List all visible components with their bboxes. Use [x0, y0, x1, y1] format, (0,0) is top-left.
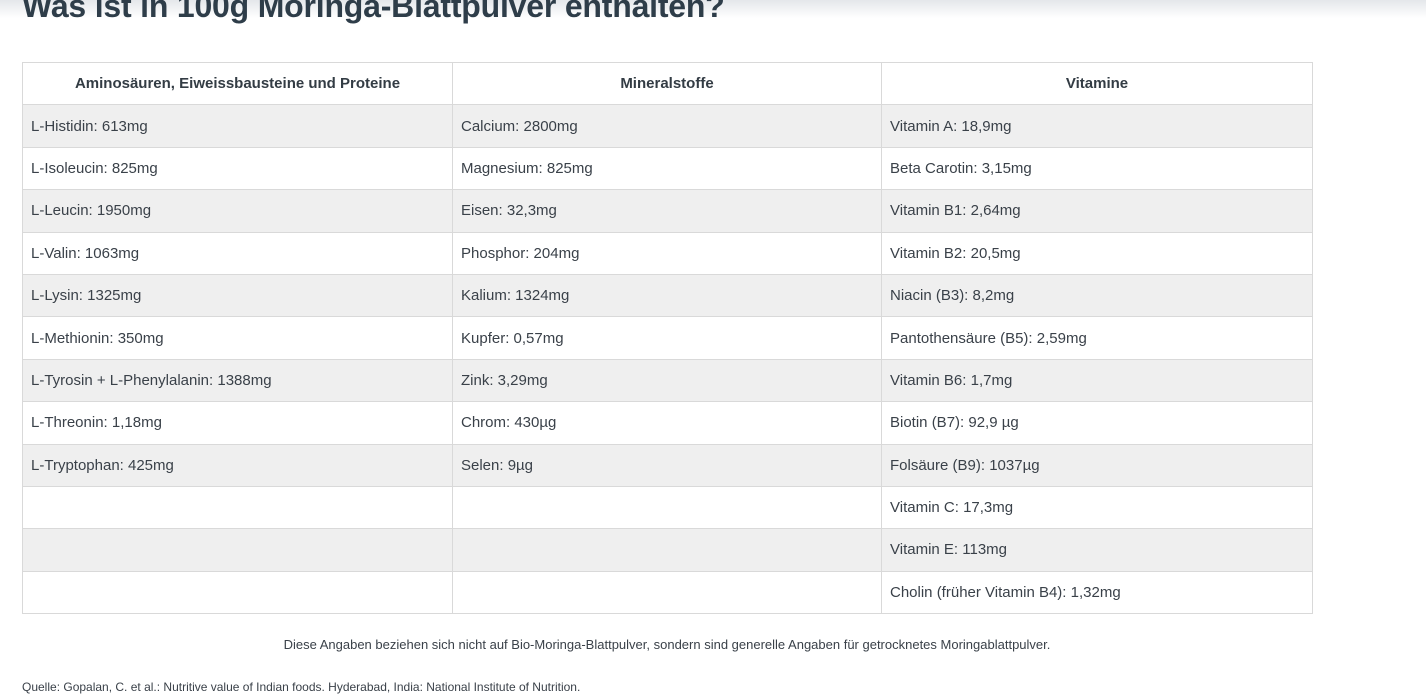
mineral-cell: Calcium: 2800mg — [452, 104, 882, 148]
vitamin-cell: Beta Carotin: 3,15mg — [881, 146, 1313, 191]
vitamin-cell: Vitamin B1: 2,64mg — [881, 189, 1313, 233]
table-body: L-Histidin: 613mg Calcium: 2800mg Vitamin … — [22, 104, 1313, 615]
vitamin-cell: Biotin (B7): 92,9 µg — [881, 401, 1313, 445]
table-row: Vitamin C: 17,3mg — [22, 485, 1313, 530]
mineral-cell: Kalium: 1324mg — [452, 273, 882, 318]
mineral-cell: Zink: 3,29mg — [452, 358, 882, 403]
column-header-minerals: Mineralstoffe — [452, 61, 882, 106]
table-row: L-Methionin: 350mg Kupfer: 0,57mg Pantothe… — [22, 316, 1313, 360]
vitamin-cell: Cholin (früher Vitamin B4): 1,32mg — [881, 570, 1313, 615]
vitamin-cell: Vitamin C: 17,3mg — [881, 485, 1313, 530]
table-row: L-Valin: 1063mg Phosphor: 204mg Vitamin B2… — [22, 231, 1313, 275]
vitamin-cell: Pantothensäure (B5): 2,59mg — [881, 316, 1313, 360]
table-row: L-Tyrosin + L-Phenylalanin: 1388mg Zink: … — [22, 358, 1313, 403]
vitamin-cell: Vitamin B6: 1,7mg — [881, 358, 1313, 403]
amino-acid-cell — [22, 528, 453, 572]
nutrient-table: Aminosäuren, Eiweissbausteine und Protei… — [22, 61, 1313, 615]
table-footnote: Diese Angaben beziehen sich nicht auf Bi… — [283, 637, 1051, 652]
mineral-cell — [452, 485, 882, 530]
mineral-cell: Selen: 9µg — [452, 443, 882, 487]
mineral-cell: Kupfer: 0,57mg — [452, 316, 882, 360]
mineral-cell: Phosphor: 204mg — [452, 231, 882, 275]
amino-acid-cell: L-Leucin: 1950mg — [22, 189, 453, 233]
vitamin-cell: Vitamin B2: 20,5mg — [881, 231, 1313, 275]
table-row: L-Leucin: 1950mg Eisen: 32,3mg Vitamin B1:… — [22, 189, 1313, 233]
mineral-cell — [452, 528, 882, 572]
table-header-row: Aminosäuren, Eiweissbausteine und Protei… — [22, 61, 1313, 106]
column-header-vitamins: Vitamine — [881, 61, 1313, 106]
table-row: L-Histidin: 613mg Calcium: 2800mg Vitamin … — [22, 104, 1313, 148]
amino-acid-cell — [22, 485, 453, 530]
amino-acid-cell: L-Lysin: 1325mg — [22, 273, 453, 318]
mineral-cell: Magnesium: 825mg — [452, 146, 882, 191]
vitamin-cell: Vitamin E: 113mg — [881, 528, 1313, 572]
source-citation: Quelle: Gopalan, C. et al.: Nutritive va… — [22, 680, 581, 694]
amino-acid-cell — [22, 570, 453, 615]
amino-acid-cell: L-Valin: 1063mg — [22, 231, 453, 275]
table-row: L-Tryptophan: 425mg Selen: 9µg Folsäure (B… — [22, 443, 1313, 487]
mineral-cell: Eisen: 32,3mg — [452, 189, 882, 233]
page-title: Was ist in 100g Moringa-Blattpulver enth… — [22, 0, 725, 24]
amino-acid-cell: L-Histidin: 613mg — [22, 104, 453, 148]
vitamin-cell: Niacin (B3): 8,2mg — [881, 273, 1313, 318]
amino-acid-cell: L-Tyrosin + L-Phenylalanin: 1388mg — [22, 358, 453, 403]
table-row: L-Threonin: 1,18mg Chrom: 430µg Biotin (B7… — [22, 401, 1313, 445]
vitamin-cell: Folsäure (B9): 1037µg — [881, 443, 1313, 487]
vitamin-cell: Vitamin A: 18,9mg — [881, 104, 1313, 148]
amino-acid-cell: L-Isoleucin: 825mg — [22, 146, 453, 191]
amino-acid-cell: L-Methionin: 350mg — [22, 316, 453, 360]
table-row: L-Lysin: 1325mg Kalium: 1324mg Niacin (B3)… — [22, 273, 1313, 318]
column-header-amino-acids: Aminosäuren, Eiweissbausteine und Protei… — [22, 61, 453, 106]
table-row: Cholin (früher Vitamin B4): 1,32mg — [22, 570, 1313, 615]
table-row: L-Isoleucin: 825mg Magnesium: 825mg Beta C… — [22, 146, 1313, 191]
mineral-cell — [452, 570, 882, 615]
amino-acid-cell: L-Threonin: 1,18mg — [22, 401, 453, 445]
table-row: Vitamin E: 113mg — [22, 528, 1313, 572]
amino-acid-cell: L-Tryptophan: 425mg — [22, 443, 453, 487]
table-header: Aminosäuren, Eiweissbausteine und Protei… — [22, 61, 1313, 106]
mineral-cell: Chrom: 430µg — [452, 401, 882, 445]
